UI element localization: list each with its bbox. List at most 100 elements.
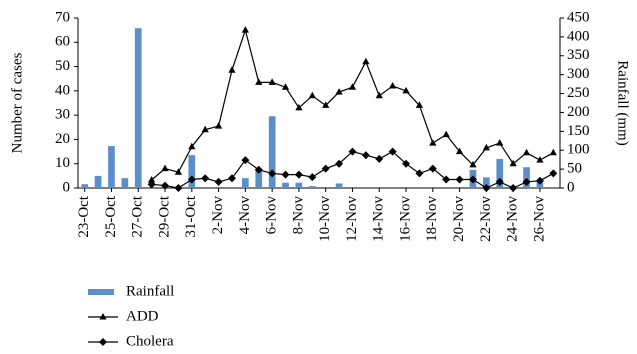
bar: [242, 178, 249, 188]
marker: [428, 164, 437, 173]
y2-axis-title: Rainfall (mm): [615, 60, 631, 145]
marker: [348, 83, 357, 90]
marker: [388, 147, 397, 156]
marker: [321, 164, 330, 173]
marker: [455, 147, 464, 155]
marker: [361, 151, 370, 160]
marker: [174, 184, 183, 192]
bar: [81, 184, 89, 188]
marker: [99, 313, 107, 320]
marker: [227, 174, 236, 183]
bar: [483, 177, 490, 188]
y-tick-label: 70: [55, 9, 70, 25]
bar: [282, 182, 289, 188]
bar: [121, 178, 129, 188]
marker: [254, 165, 263, 174]
marker: [201, 125, 209, 133]
x-tick-label: 24-Nov: [505, 196, 521, 242]
legend-label: Cholera: [126, 333, 174, 349]
x-tick-label: 20-Nov: [451, 196, 467, 242]
bar: [255, 171, 263, 188]
marker: [281, 83, 290, 90]
bar: [94, 175, 102, 188]
marker: [268, 169, 277, 178]
x-tick-label: 23-Oct: [76, 195, 92, 237]
marker: [294, 170, 303, 179]
x-tick-label: 6-Nov: [264, 196, 280, 235]
marker: [348, 147, 357, 156]
marker: [389, 82, 397, 89]
bar: [108, 146, 115, 188]
marker: [549, 148, 557, 156]
bar: [308, 186, 316, 188]
marker: [535, 176, 544, 185]
legend-label: Rainfall: [126, 283, 174, 299]
bar: [295, 182, 303, 188]
x-tick-label: 10-Nov: [317, 196, 333, 242]
marker: [549, 169, 558, 178]
y-tick-label: 10: [55, 155, 70, 171]
y2-tick-label: 350: [567, 47, 590, 63]
marker: [482, 143, 490, 151]
marker: [335, 159, 344, 168]
x-tick-label: 8-Nov: [290, 196, 306, 235]
y2-tick-label: 450: [567, 9, 590, 25]
marker: [496, 139, 504, 146]
marker: [188, 142, 196, 150]
bar: [523, 167, 530, 188]
marker: [99, 338, 107, 346]
x-tick-label: 26-Nov: [531, 196, 547, 242]
y2-tick-label: 200: [567, 104, 590, 120]
y-tick-label: 20: [55, 131, 70, 147]
marker: [295, 103, 303, 111]
marker: [241, 26, 249, 33]
line: [151, 28, 554, 181]
x-tick-label: 25-Oct: [103, 195, 119, 237]
y2-tick-label: 100: [567, 142, 590, 158]
marker: [415, 101, 424, 108]
y2-tick-label: 400: [567, 28, 590, 44]
y2-tick-label: 150: [567, 123, 590, 139]
marker: [268, 78, 276, 85]
marker: [161, 164, 169, 172]
y-tick-label: 60: [55, 34, 70, 50]
marker: [308, 91, 316, 99]
marker: [322, 101, 330, 108]
y-tick-label: 40: [55, 82, 70, 98]
x-tick-label: 2-Nov: [210, 196, 226, 235]
x-tick-label: 31-Oct: [183, 195, 199, 237]
bar: [215, 186, 222, 188]
y2-tick-label: 0: [567, 179, 575, 195]
marker: [455, 175, 464, 184]
marker: [335, 88, 343, 95]
legend-swatch: [88, 289, 114, 295]
x-tick-label: 22-Nov: [478, 196, 494, 242]
marker: [402, 159, 411, 168]
legend-label: ADD: [126, 308, 159, 324]
bar: [268, 116, 276, 188]
x-tick-label: 16-Nov: [397, 196, 413, 242]
marker: [174, 168, 183, 175]
marker: [442, 175, 451, 184]
marker: [442, 130, 450, 138]
marker: [482, 184, 491, 192]
bar: [335, 183, 343, 188]
marker: [509, 184, 518, 192]
x-tick-label: 29-Oct: [156, 195, 172, 237]
y-tick-label: 30: [55, 107, 70, 123]
marker: [536, 156, 544, 163]
marker: [509, 159, 517, 167]
marker: [402, 86, 410, 94]
marker: [415, 169, 424, 178]
marker: [308, 173, 317, 182]
line: [151, 150, 554, 189]
bar: [496, 158, 504, 188]
x-tick-label: 12-Nov: [344, 196, 360, 242]
y2-tick-label: 300: [567, 66, 590, 82]
marker: [522, 148, 531, 156]
y2-tick-label: 250: [567, 85, 590, 101]
y-axis-title: Number of cases: [9, 52, 25, 153]
marker: [241, 156, 250, 165]
y-tick-label: 0: [63, 179, 71, 195]
marker: [201, 174, 210, 183]
